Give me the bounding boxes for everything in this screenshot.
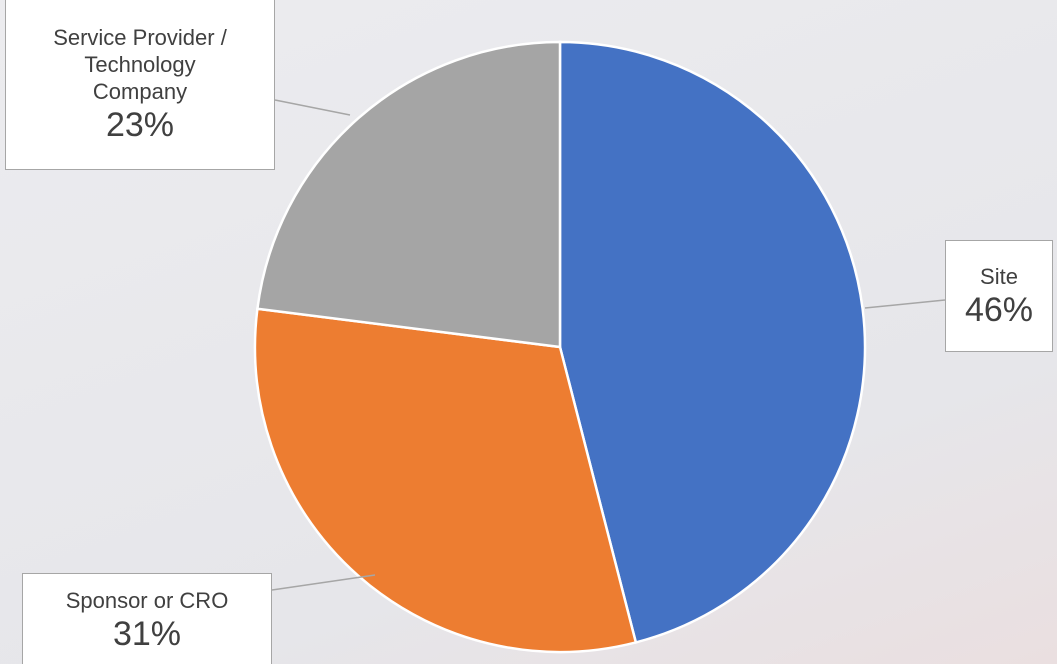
data-label: Site 46% (945, 240, 1053, 352)
data-label: Service Provider / Technology Company 23% (5, 0, 275, 170)
leader-line (271, 574, 376, 591)
pie-slice (253, 307, 638, 654)
data-label: Sponsor or CRO 31% (22, 573, 272, 664)
leader-line (274, 99, 351, 116)
leader-line (864, 299, 946, 309)
pie-slice (558, 40, 867, 644)
value-label: 23% (105, 105, 175, 144)
value-label: 46% (964, 290, 1034, 329)
value-label: 31% (112, 615, 182, 653)
category-label: Service Provider / Technology Company (53, 24, 227, 104)
category-label: Site (980, 263, 1018, 289)
pie-slice (256, 40, 562, 349)
category-label: Sponsor or CRO (65, 588, 229, 613)
